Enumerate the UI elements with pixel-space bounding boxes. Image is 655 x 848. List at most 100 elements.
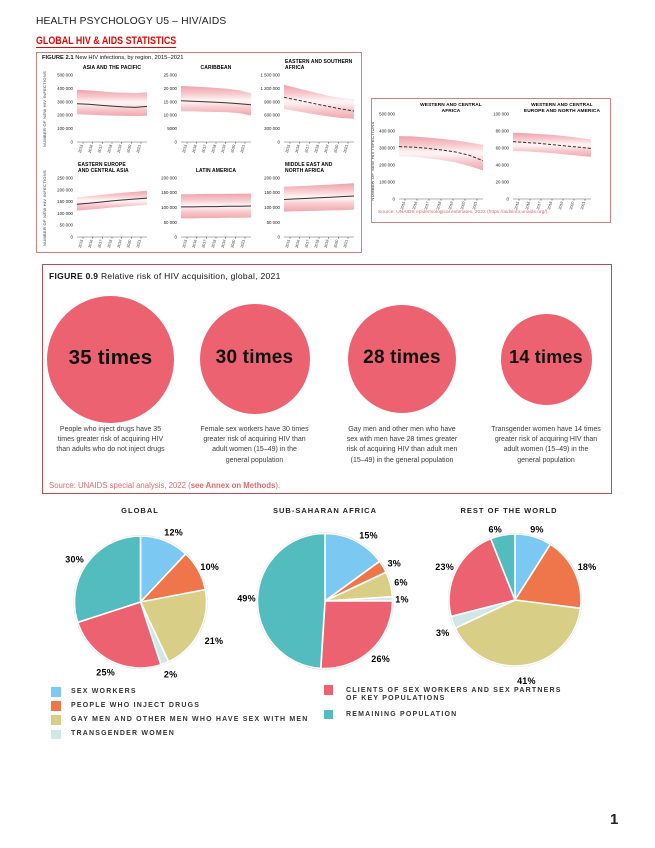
svg-text:6%: 6% [488, 524, 501, 534]
svg-text:WESTERN AND CENTRAL: WESTERN AND CENTRAL [531, 102, 593, 108]
svg-text:2021: 2021 [240, 144, 246, 153]
svg-text:300 000: 300 000 [379, 146, 395, 151]
svg-text:2%: 2% [164, 670, 177, 680]
svg-text:EASTERN EUROPE: EASTERN EUROPE [78, 162, 126, 168]
svg-text:15 000: 15 000 [164, 99, 178, 104]
svg-text:49%: 49% [237, 594, 256, 604]
svg-text:2018: 2018 [211, 144, 217, 153]
svg-text:25 000: 25 000 [164, 73, 178, 78]
svg-text:WESTERN AND CENTRAL: WESTERN AND CENTRAL [420, 102, 482, 108]
svg-text:2017: 2017 [424, 201, 430, 210]
svg-text:10%: 10% [200, 562, 219, 572]
svg-text:2019: 2019 [221, 144, 227, 153]
svg-text:2016: 2016 [295, 144, 301, 153]
svg-text:2016: 2016 [412, 201, 418, 210]
svg-text:150 000: 150 000 [264, 190, 280, 195]
svg-text:1%: 1% [395, 595, 408, 605]
svg-text:2019: 2019 [117, 239, 123, 248]
svg-text:200 000: 200 000 [379, 163, 395, 168]
svg-text:EUROPE AND NORTH AMERICA: EUROPE AND NORTH AMERICA [524, 108, 601, 114]
svg-text:2017: 2017 [536, 201, 542, 210]
svg-text:NUMBER OF NEW HIV INFECTIONS: NUMBER OF NEW HIV INFECTIONS [42, 170, 47, 246]
svg-text:0: 0 [278, 140, 281, 145]
svg-text:100 000: 100 000 [493, 112, 509, 117]
svg-text:2020: 2020 [126, 239, 132, 248]
svg-text:2018: 2018 [314, 144, 320, 153]
svg-text:NORTH AFRICA: NORTH AFRICA [285, 168, 324, 174]
svg-text:2016: 2016 [295, 239, 301, 248]
svg-text:2020: 2020 [230, 239, 236, 248]
svg-text:2021: 2021 [240, 239, 246, 248]
svg-text:2015: 2015 [285, 239, 291, 248]
svg-text:AND CENTRAL ASIA: AND CENTRAL ASIA [78, 168, 129, 174]
svg-text:CARIBBEAN: CARIBBEAN [201, 65, 232, 71]
svg-text:100 000: 100 000 [264, 205, 280, 210]
svg-text:500 000: 500 000 [379, 112, 395, 117]
svg-text:50 000: 50 000 [60, 223, 74, 228]
svg-text:2015: 2015 [400, 201, 406, 210]
svg-text:6%: 6% [394, 578, 407, 588]
svg-text:2017: 2017 [201, 239, 207, 248]
svg-text:NUMBER OF NEW HIV INFECTIONS: NUMBER OF NEW HIV INFECTIONS [42, 71, 47, 147]
svg-text:0: 0 [175, 140, 178, 145]
svg-text:200 000: 200 000 [264, 176, 280, 181]
svg-text:2016: 2016 [192, 239, 198, 248]
svg-text:100 000: 100 000 [57, 126, 73, 131]
svg-text:2018: 2018 [547, 201, 553, 210]
svg-text:200 000: 200 000 [57, 187, 73, 192]
svg-text:2020: 2020 [333, 239, 339, 248]
svg-text:900 000: 900 000 [264, 99, 280, 104]
svg-text:200 000: 200 000 [57, 113, 73, 118]
svg-text:2020: 2020 [126, 144, 132, 153]
svg-text:21%: 21% [205, 636, 224, 646]
svg-text:9%: 9% [530, 525, 543, 535]
svg-text:1 200 000: 1 200 000 [260, 86, 280, 91]
svg-text:2017: 2017 [97, 239, 103, 248]
svg-text:0: 0 [278, 235, 281, 240]
svg-text:2016: 2016 [88, 239, 94, 248]
svg-text:2019: 2019 [117, 144, 123, 153]
svg-text:2017: 2017 [97, 144, 103, 153]
svg-text:AFRICA: AFRICA [285, 65, 305, 71]
svg-text:ASIA AND THE PACIFIC: ASIA AND THE PACIFIC [83, 65, 141, 71]
svg-text:250 000: 250 000 [57, 176, 73, 181]
svg-text:300 000: 300 000 [57, 99, 73, 104]
svg-text:2018: 2018 [211, 239, 217, 248]
svg-text:50 000: 50 000 [267, 220, 281, 225]
svg-text:300 000: 300 000 [264, 126, 280, 131]
svg-text:2016: 2016 [88, 144, 94, 153]
svg-text:2020: 2020 [333, 144, 339, 153]
svg-text:2021: 2021 [343, 239, 349, 248]
svg-text:30%: 30% [65, 555, 84, 565]
svg-text:0: 0 [175, 235, 178, 240]
svg-text:600 000: 600 000 [264, 113, 280, 118]
svg-text:LATIN AMERICA: LATIN AMERICA [196, 168, 236, 174]
svg-text:25%: 25% [96, 667, 115, 677]
svg-text:200 000: 200 000 [161, 176, 177, 181]
svg-text:2016: 2016 [525, 201, 531, 210]
svg-text:2017: 2017 [304, 144, 310, 153]
svg-text:2021: 2021 [136, 239, 142, 248]
svg-text:AFRICA: AFRICA [442, 108, 461, 114]
svg-text:26%: 26% [371, 654, 390, 664]
svg-text:2015: 2015 [285, 144, 291, 153]
svg-text:2020: 2020 [569, 201, 575, 210]
svg-text:20 000: 20 000 [164, 86, 178, 91]
svg-text:0: 0 [393, 197, 396, 202]
svg-text:EASTERN AND SOUTHERN: EASTERN AND SOUTHERN [285, 59, 353, 65]
svg-text:50 000: 50 000 [164, 220, 178, 225]
svg-text:2017: 2017 [304, 239, 310, 248]
svg-text:23%: 23% [435, 562, 454, 572]
svg-text:5000: 5000 [167, 126, 177, 131]
svg-text:2021: 2021 [472, 201, 478, 210]
svg-text:2019: 2019 [448, 201, 454, 210]
svg-text:500 000: 500 000 [57, 73, 73, 78]
svg-text:40 000: 40 000 [496, 163, 510, 168]
svg-text:0: 0 [71, 235, 74, 240]
svg-text:2015: 2015 [514, 201, 520, 210]
svg-text:2020: 2020 [230, 144, 236, 153]
svg-text:10 000: 10 000 [164, 113, 178, 118]
svg-text:0: 0 [71, 140, 74, 145]
svg-text:400 000: 400 000 [379, 129, 395, 134]
svg-text:100 000: 100 000 [161, 205, 177, 210]
